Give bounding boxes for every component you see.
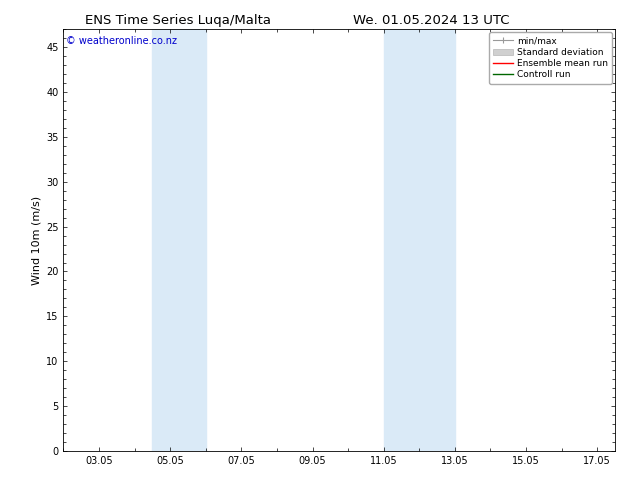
Legend: min/max, Standard deviation, Ensemble mean run, Controll run: min/max, Standard deviation, Ensemble me… xyxy=(489,32,612,84)
Text: © weatheronline.co.nz: © weatheronline.co.nz xyxy=(66,36,177,46)
Text: ENS Time Series Luqa/Malta: ENS Time Series Luqa/Malta xyxy=(84,14,271,27)
Bar xyxy=(384,29,455,451)
Y-axis label: Wind 10m (m/s): Wind 10m (m/s) xyxy=(32,196,42,285)
Text: We. 01.05.2024 13 UTC: We. 01.05.2024 13 UTC xyxy=(353,14,509,27)
Bar xyxy=(152,29,206,451)
